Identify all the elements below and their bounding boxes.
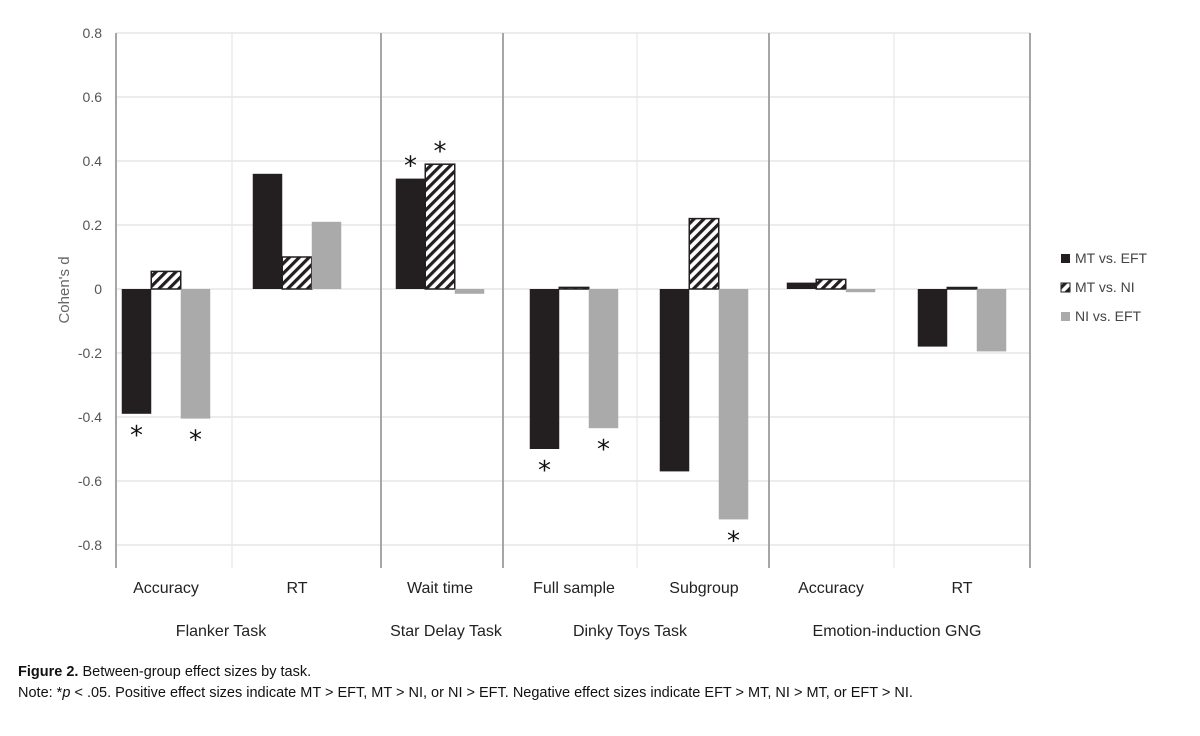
significance-star: * bbox=[434, 137, 447, 167]
group-label: Star Delay Task bbox=[390, 623, 503, 640]
significance-star: * bbox=[597, 435, 610, 465]
bar-mt-vs-ni bbox=[815, 278, 847, 290]
note-prefix: Note: * bbox=[18, 685, 63, 701]
y-tick-label: 0.6 bbox=[83, 89, 103, 105]
group-label: Dinky Toys Task bbox=[573, 623, 688, 640]
group-label: Flanker Task bbox=[176, 623, 267, 640]
bar-mt-vs-eft bbox=[529, 289, 560, 449]
category-label: RT bbox=[286, 580, 307, 597]
bar-mt-vs-eft bbox=[121, 289, 152, 414]
significance-star: * bbox=[727, 526, 740, 556]
bar-ni-vs-eft bbox=[180, 289, 211, 419]
category-labels: Accuracy RT Wait time Full sample Subgroup Ac… bbox=[133, 580, 973, 597]
bar-ni-vs-eft bbox=[454, 289, 485, 294]
y-tick-label: 0.8 bbox=[83, 25, 103, 41]
bar-mt-vs-ni bbox=[424, 163, 456, 290]
figure-caption: Figure 2. Between-group effect sizes by … bbox=[18, 662, 913, 704]
legend-label: NI vs. EFT bbox=[1075, 308, 1142, 324]
y-axis-label: Cohen's d bbox=[56, 256, 73, 323]
category-label: Accuracy bbox=[798, 580, 864, 597]
y-tick-label: -0.4 bbox=[78, 409, 102, 425]
y-tick-label: 0.2 bbox=[83, 217, 103, 233]
group-labels: Flanker Task Star Delay Task Dinky Toys Ta… bbox=[176, 623, 982, 640]
legend-label: MT vs. NI bbox=[1075, 279, 1135, 295]
caption-note-line: Note: *p < .05. Positive effect sizes in… bbox=[18, 683, 913, 704]
y-axis-ticks: 0.8 0.6 0.4 0.2 0 -0.2 -0.4 -0.6 -0.8 bbox=[78, 25, 102, 553]
bar-ni-vs-eft bbox=[976, 289, 1007, 352]
significance-star: * bbox=[538, 456, 551, 486]
y-tick-label: -0.2 bbox=[78, 345, 102, 361]
significance-star: * bbox=[404, 152, 417, 182]
group-dividers bbox=[115, 33, 1031, 568]
category-label: Full sample bbox=[533, 580, 615, 597]
bar-mt-vs-ni bbox=[946, 286, 978, 290]
category-label: Wait time bbox=[407, 580, 473, 597]
significance-star: * bbox=[189, 426, 202, 456]
note-p: p bbox=[62, 685, 71, 701]
bar-mt-vs-ni bbox=[558, 286, 590, 290]
bar-mt-vs-eft bbox=[786, 282, 817, 289]
bar-mt-vs-eft bbox=[917, 289, 948, 347]
legend-swatch bbox=[1060, 282, 1071, 293]
bar-ni-vs-eft bbox=[845, 289, 876, 293]
bar-mt-vs-eft bbox=[395, 178, 426, 289]
y-tick-label: -0.6 bbox=[78, 473, 102, 489]
bar-mt-vs-ni bbox=[150, 270, 182, 290]
note-rest: < .05. Positive effect sizes indicate MT… bbox=[70, 685, 913, 701]
bar-mt-vs-eft bbox=[252, 173, 283, 289]
legend-label: MT vs. EFT bbox=[1075, 250, 1148, 266]
category-label: Subgroup bbox=[669, 580, 738, 597]
bar-ni-vs-eft bbox=[588, 289, 619, 429]
group-label: Emotion-induction GNG bbox=[813, 623, 982, 640]
significance-star: * bbox=[130, 421, 143, 451]
legend-swatch bbox=[1061, 312, 1070, 321]
significance-stars: * * * * * * * bbox=[130, 137, 740, 556]
bars bbox=[121, 163, 1007, 520]
legend: MT vs. EFT MT vs. NI NI vs. EFT bbox=[1060, 250, 1148, 324]
legend-swatch bbox=[1061, 254, 1070, 263]
figure-label: Figure 2. bbox=[18, 664, 79, 680]
bar-mt-vs-eft bbox=[659, 289, 690, 472]
category-label: RT bbox=[951, 580, 972, 597]
caption-title-line: Figure 2. Between-group effect sizes by … bbox=[18, 662, 913, 683]
bar-mt-vs-ni bbox=[688, 217, 720, 290]
bar-ni-vs-eft bbox=[718, 289, 749, 520]
figure-title: Between-group effect sizes by task. bbox=[78, 664, 312, 680]
y-tick-label: 0.4 bbox=[83, 153, 103, 169]
effect-size-chart: * * * * * * * 0.8 0.6 0.4 0.2 0 -0.2 -0.4 -0.6 -0.8 Co… bbox=[56, 25, 1148, 640]
y-tick-label: 0 bbox=[94, 281, 102, 297]
y-tick-label: -0.8 bbox=[78, 537, 102, 553]
category-label: Accuracy bbox=[133, 580, 199, 597]
bar-mt-vs-ni bbox=[281, 256, 313, 290]
bar-ni-vs-eft bbox=[311, 221, 342, 289]
